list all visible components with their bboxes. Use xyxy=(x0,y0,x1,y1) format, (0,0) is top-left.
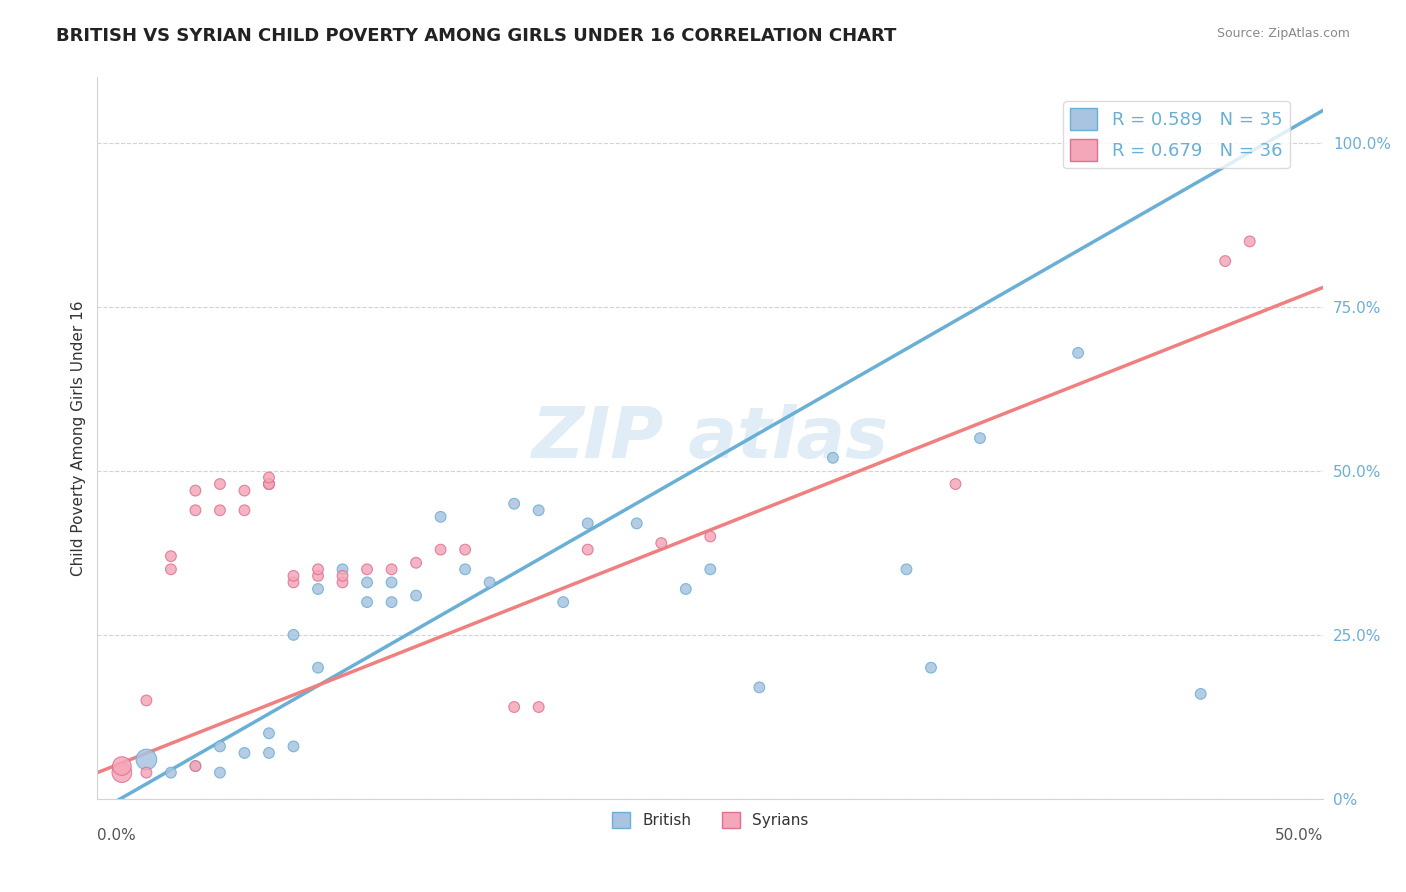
Point xyxy=(332,575,354,590)
Point xyxy=(332,562,354,576)
Text: 50.0%: 50.0% xyxy=(1275,828,1323,843)
Point xyxy=(381,595,404,609)
Point xyxy=(208,765,231,780)
Y-axis label: Child Poverty Among Girls Under 16: Child Poverty Among Girls Under 16 xyxy=(72,301,86,576)
Point xyxy=(307,582,329,596)
Point xyxy=(896,562,918,576)
Point xyxy=(478,575,501,590)
Point xyxy=(135,752,157,766)
Point xyxy=(208,477,231,491)
Point xyxy=(184,759,207,773)
Point xyxy=(576,542,599,557)
Point xyxy=(160,549,183,564)
Point xyxy=(969,431,991,445)
Point xyxy=(356,595,378,609)
Point xyxy=(699,562,721,576)
Point xyxy=(356,575,378,590)
Point xyxy=(257,477,280,491)
Point xyxy=(405,556,427,570)
Point xyxy=(405,589,427,603)
Point xyxy=(675,582,697,596)
Point xyxy=(503,700,526,714)
Point xyxy=(208,503,231,517)
Point xyxy=(257,477,280,491)
Point xyxy=(208,739,231,754)
Point xyxy=(257,746,280,760)
Point xyxy=(111,765,134,780)
Point xyxy=(283,575,305,590)
Point xyxy=(283,739,305,754)
Point xyxy=(527,700,550,714)
Text: BRITISH VS SYRIAN CHILD POVERTY AMONG GIRLS UNDER 16 CORRELATION CHART: BRITISH VS SYRIAN CHILD POVERTY AMONG GI… xyxy=(56,27,897,45)
Point xyxy=(283,628,305,642)
Point xyxy=(945,477,967,491)
Text: ZIP atlas: ZIP atlas xyxy=(531,404,889,473)
Point xyxy=(429,509,451,524)
Point xyxy=(821,450,844,465)
Point xyxy=(257,726,280,740)
Point xyxy=(307,562,329,576)
Point xyxy=(184,759,207,773)
Point xyxy=(160,765,183,780)
Point xyxy=(527,503,550,517)
Point xyxy=(454,542,477,557)
Point xyxy=(576,516,599,531)
Point xyxy=(111,759,134,773)
Point xyxy=(429,542,451,557)
Point xyxy=(381,562,404,576)
Point xyxy=(748,681,770,695)
Legend: British, Syrians: British, Syrians xyxy=(606,806,815,835)
Point xyxy=(650,536,672,550)
Point xyxy=(626,516,648,531)
Point xyxy=(135,765,157,780)
Point xyxy=(135,693,157,707)
Point xyxy=(283,569,305,583)
Point xyxy=(553,595,575,609)
Point xyxy=(257,470,280,484)
Point xyxy=(1189,687,1212,701)
Point xyxy=(356,562,378,576)
Point xyxy=(1213,254,1236,268)
Point xyxy=(307,661,329,675)
Point xyxy=(257,477,280,491)
Point xyxy=(1239,235,1261,249)
Text: 0.0%: 0.0% xyxy=(97,828,136,843)
Point xyxy=(184,483,207,498)
Point xyxy=(233,503,256,517)
Point xyxy=(307,569,329,583)
Point xyxy=(454,562,477,576)
Point xyxy=(1067,346,1090,360)
Point xyxy=(332,569,354,583)
Point xyxy=(699,529,721,543)
Text: Source: ZipAtlas.com: Source: ZipAtlas.com xyxy=(1216,27,1350,40)
Point xyxy=(503,497,526,511)
Point xyxy=(920,661,942,675)
Point xyxy=(233,746,256,760)
Point xyxy=(381,575,404,590)
Point xyxy=(184,503,207,517)
Point xyxy=(160,562,183,576)
Point xyxy=(233,483,256,498)
